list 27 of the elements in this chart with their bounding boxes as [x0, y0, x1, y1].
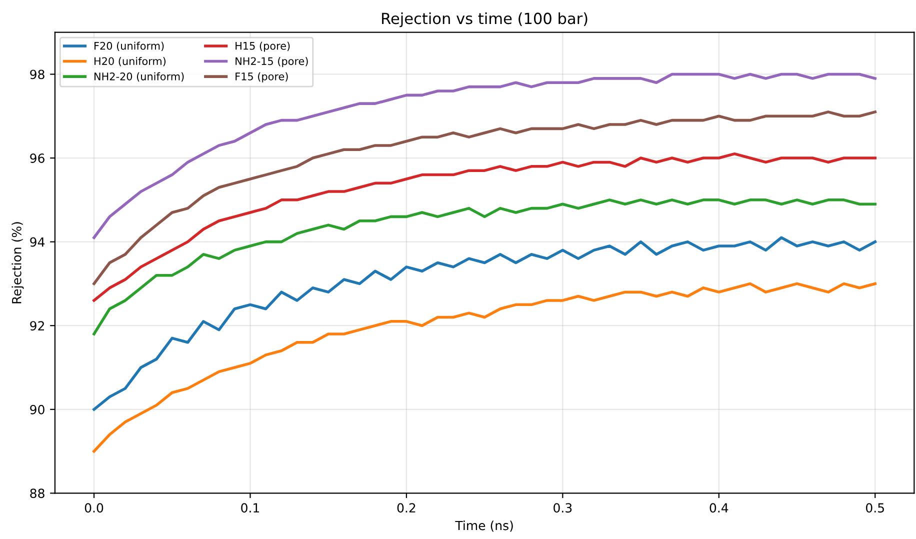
- line-series: [92, 282, 877, 453]
- x-tick-label: 0.4: [710, 503, 728, 513]
- y-tick-label: 90: [30, 404, 44, 414]
- legend-label: F15 (pore): [236, 72, 288, 82]
- y-tick-label: 94: [30, 237, 45, 247]
- line-series: [92, 110, 877, 286]
- legend-label: F20 (uniform): [94, 42, 164, 52]
- x-tick-label: 0.3: [554, 503, 572, 513]
- y-tick-label: 92: [30, 321, 44, 331]
- legend-label: H15 (pore): [236, 42, 290, 52]
- line-series: [92, 198, 877, 336]
- y-tick-label: 98: [30, 70, 44, 80]
- x-tick-label: 0.5: [866, 503, 884, 513]
- legend-label: NH2-20 (uniform): [94, 72, 184, 82]
- line-series: [92, 236, 877, 411]
- line-series: [92, 72, 877, 240]
- x-tick-label: 0.2: [397, 503, 416, 513]
- x-tick-label: 0.0: [84, 503, 104, 513]
- x-tick-label: 0.1: [241, 503, 260, 513]
- x-axis-title: Time (ns): [455, 520, 513, 532]
- chart-title: Rejection vs time (100 bar): [382, 12, 588, 28]
- line-series: [92, 152, 877, 302]
- y-axis-title: Rejection (%): [12, 222, 24, 304]
- legend-label: H20 (uniform): [94, 57, 166, 66]
- legend-label: NH2-15 (pore): [236, 57, 308, 68]
- y-tick-label: 88: [30, 488, 44, 498]
- y-tick-label: 96: [30, 153, 44, 163]
